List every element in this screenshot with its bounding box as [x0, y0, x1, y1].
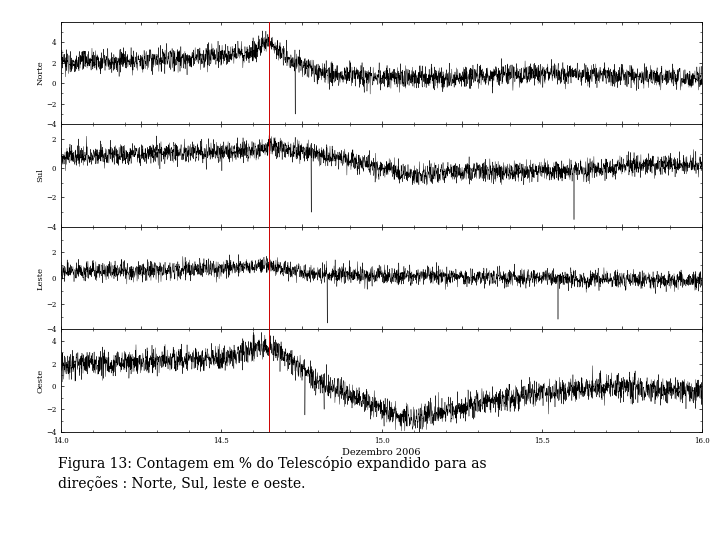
Y-axis label: Norte: Norte [37, 60, 45, 85]
Text: Figura 13: Contagem em % do Telescópio expandido para as
direções : Norte, Sul, : Figura 13: Contagem em % do Telescópio e… [58, 456, 486, 491]
X-axis label: Dezembro 2006: Dezembro 2006 [342, 448, 421, 457]
Y-axis label: Oeste: Oeste [37, 369, 45, 393]
Y-axis label: Sul: Sul [37, 168, 45, 183]
Y-axis label: Leste: Leste [37, 267, 45, 289]
